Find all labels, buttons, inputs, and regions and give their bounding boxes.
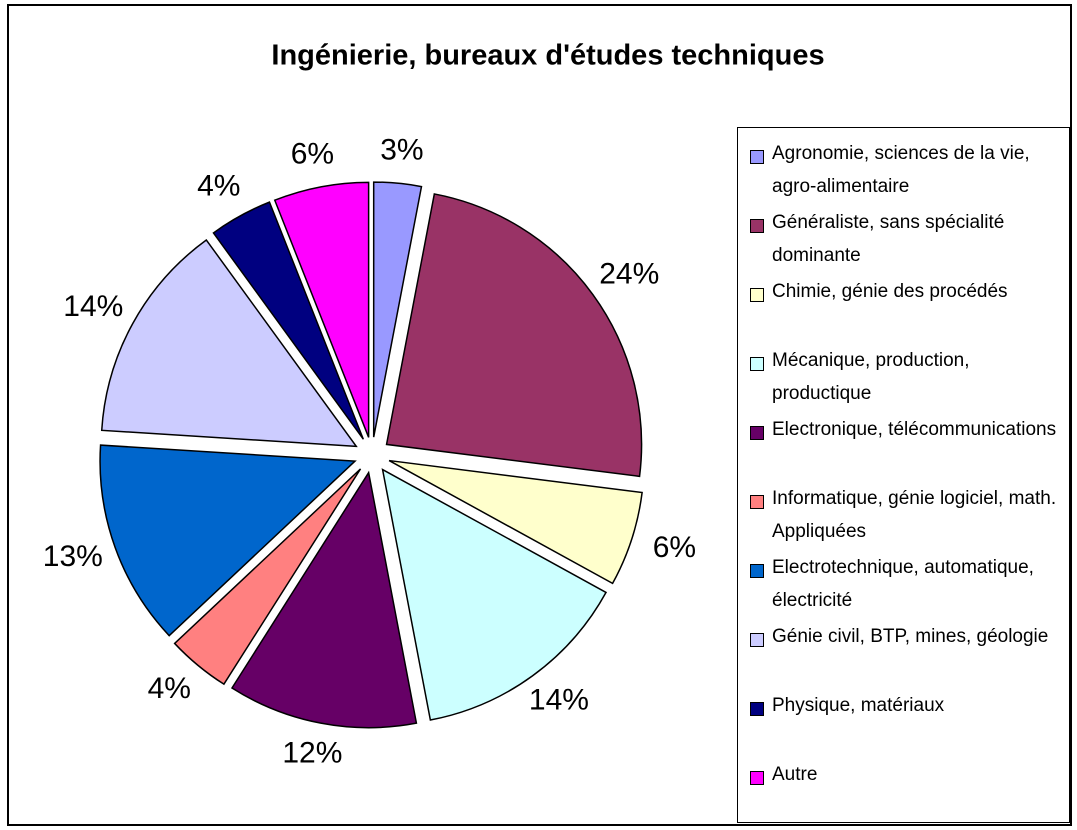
legend-label: Généraliste, sans spécialité dominante — [772, 212, 1005, 266]
legend-item: Electronique, télécommunications — [738, 416, 1069, 485]
pie-slice — [212, 201, 365, 440]
pie-slice — [381, 468, 608, 721]
legend-swatch — [750, 288, 764, 302]
legend: Agronomie, sciences de la vie, agro-alim… — [737, 127, 1070, 823]
legend-swatch — [750, 219, 764, 233]
pie-slice — [100, 238, 358, 448]
pie-slice — [230, 470, 418, 729]
pie-slice — [273, 181, 370, 438]
legend-item: Autre — [738, 761, 1069, 830]
legend-label: Autre — [772, 764, 818, 785]
data-label: 14% — [63, 290, 123, 323]
legend-label: Electronique, télécommunications — [772, 419, 1057, 440]
pie-slice — [385, 193, 643, 478]
data-label: 14% — [529, 684, 589, 717]
data-label: 24% — [599, 258, 659, 291]
legend-label: Informatique, génie logiciel, math. Appl… — [772, 488, 1057, 542]
legend-swatch — [750, 357, 764, 371]
data-label: 3% — [380, 133, 423, 166]
pie-slice — [372, 181, 423, 438]
legend-item: Informatique, génie logiciel, math. Appl… — [738, 485, 1069, 554]
legend-swatch — [750, 426, 764, 440]
legend-swatch — [750, 495, 764, 509]
legend-swatch — [750, 771, 764, 785]
legend-item: Physique, matériaux — [738, 692, 1069, 761]
legend-item: Généraliste, sans spécialité dominante — [738, 209, 1069, 278]
legend-label: Mécanique, production, productique — [772, 350, 970, 404]
legend-item: Mécanique, production, productique — [738, 347, 1069, 416]
pie-slice — [173, 468, 362, 686]
data-label: 4% — [148, 672, 191, 705]
legend-label: Agronomie, sciences de la vie, agro-alim… — [772, 143, 1030, 197]
legend-label: Génie civil, BTP, mines, géologie — [772, 626, 1049, 647]
legend-label: Chimie, génie des procédés — [772, 281, 1008, 302]
data-label: 6% — [653, 531, 696, 564]
pie-slice — [99, 444, 357, 637]
legend-item: Chimie, génie des procédés — [738, 278, 1069, 347]
legend-swatch — [750, 564, 764, 578]
chart-title: Ingénierie, bureaux d'études techniques — [271, 40, 824, 72]
data-label: 13% — [43, 540, 103, 573]
legend-label: Electrotechnique, automatique, électrici… — [772, 557, 1034, 611]
data-label: 12% — [282, 737, 342, 770]
legend-item: Electrotechnique, automatique, électrici… — [738, 554, 1069, 623]
pie-slice — [388, 459, 643, 585]
legend-label: Physique, matériaux — [772, 695, 945, 716]
legend-item: Génie civil, BTP, mines, géologie — [738, 623, 1069, 692]
data-label: 4% — [197, 170, 240, 203]
legend-swatch — [750, 150, 764, 164]
legend-swatch — [750, 702, 764, 716]
data-label: 6% — [291, 137, 334, 170]
legend-item: Agronomie, sciences de la vie, agro-alim… — [738, 140, 1069, 209]
legend-swatch — [750, 633, 764, 647]
